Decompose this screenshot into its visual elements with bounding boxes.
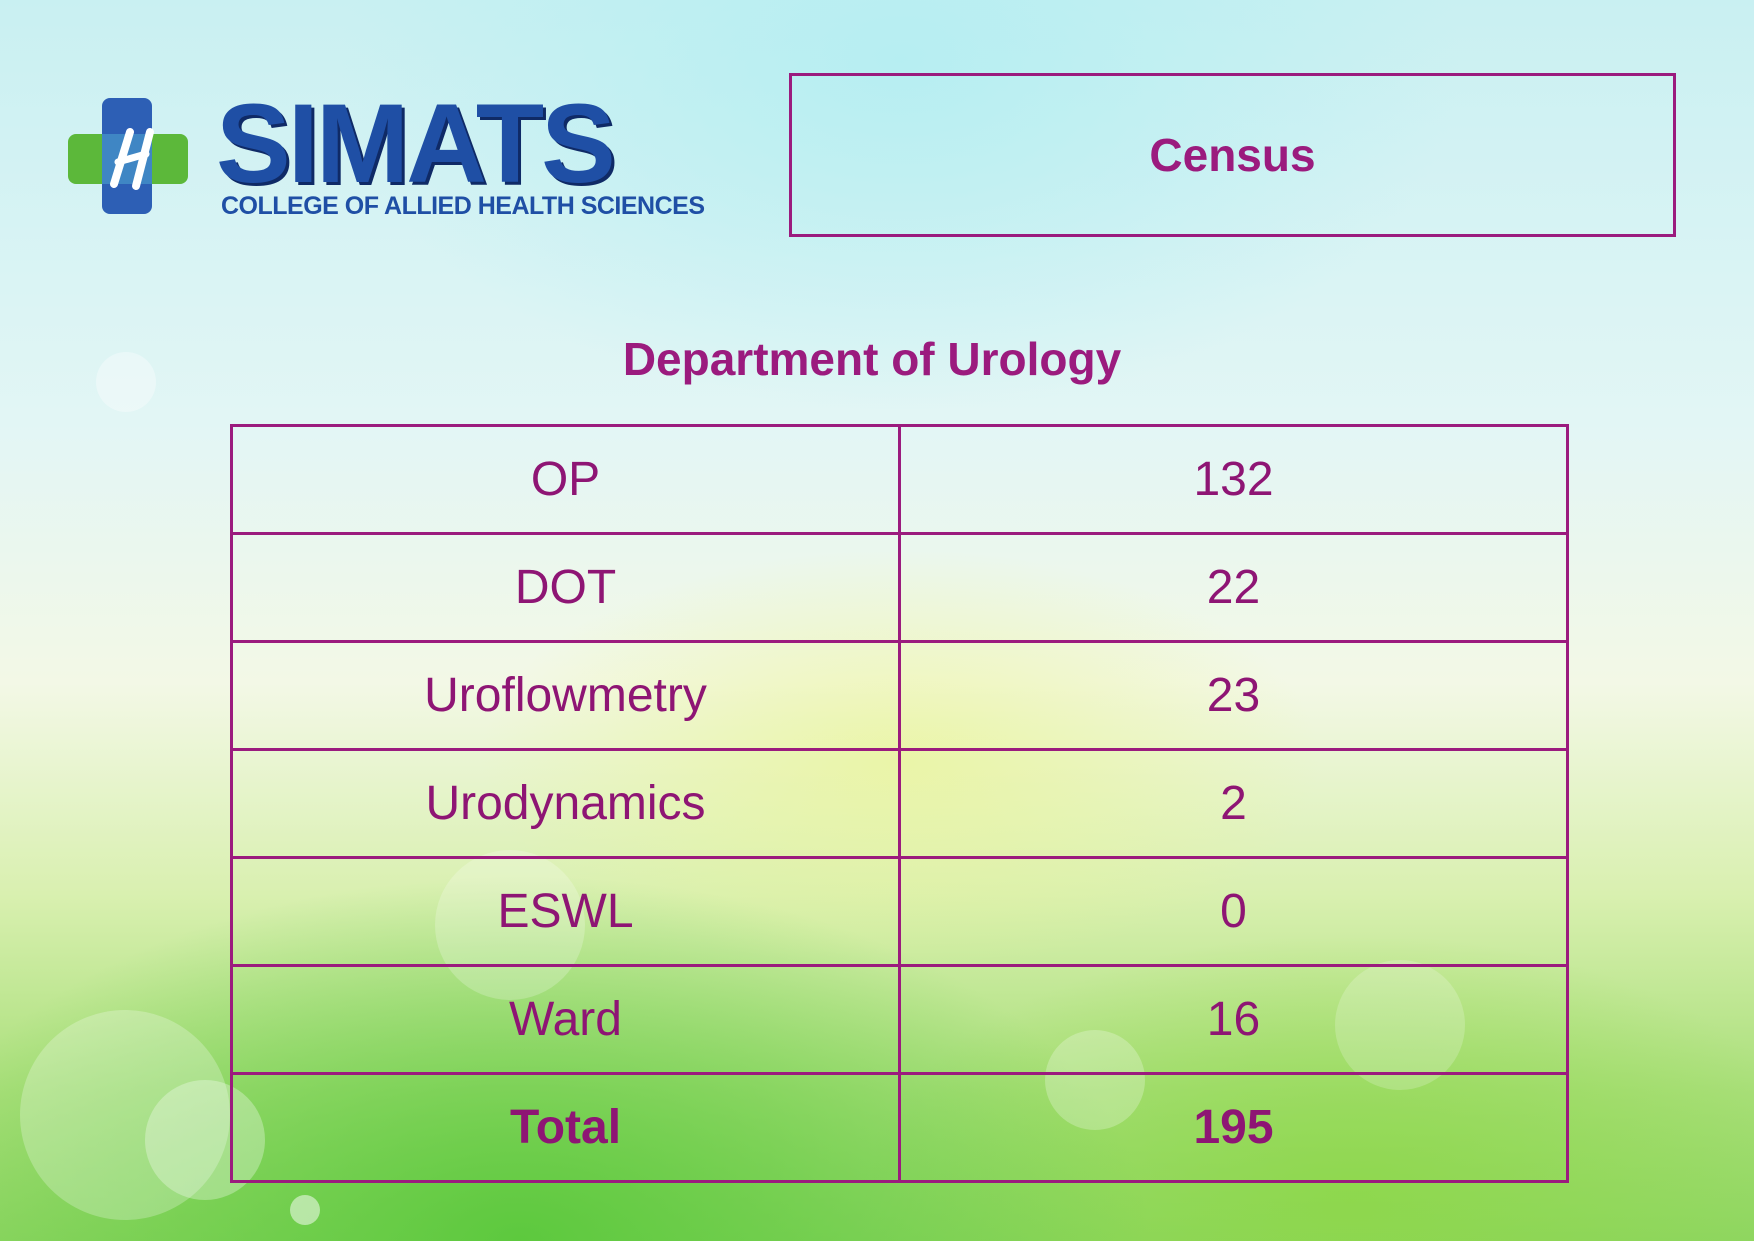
row-label: OP <box>230 424 901 535</box>
logo-wordmark: SIMATS <box>216 81 616 206</box>
department-title-text: Department of Urology <box>622 333 1122 385</box>
medical-cross-icon <box>68 98 188 214</box>
row-value: 22 <box>898 532 1569 643</box>
census-header-box: Census <box>789 73 1676 237</box>
table-row: DOT 22 <box>230 532 1569 643</box>
total-label: Total <box>230 1072 901 1183</box>
row-value: 23 <box>898 640 1569 751</box>
table-row: OP 132 <box>230 424 1569 535</box>
bokeh-circle <box>290 1195 320 1225</box>
total-value: 195 <box>898 1072 1569 1183</box>
census-title: Census <box>1149 129 1316 181</box>
row-label: Ward <box>230 964 901 1075</box>
department-title: Department of Urology <box>0 332 1754 386</box>
row-value: 2 <box>898 748 1569 859</box>
bokeh-circle <box>20 1010 230 1220</box>
simats-logo: SIMATS COLLEGE OF ALLIED HEALTH SCIENCES <box>66 88 736 222</box>
logo-subtitle: COLLEGE OF ALLIED HEALTH SCIENCES <box>221 192 705 220</box>
row-value: 132 <box>898 424 1569 535</box>
row-label: DOT <box>230 532 901 643</box>
row-value: 16 <box>898 964 1569 1075</box>
table-row: ESWL 0 <box>230 856 1569 967</box>
row-value: 0 <box>898 856 1569 967</box>
census-table: OP 132 DOT 22 Uroflowmetry 23 Urodynamic… <box>230 424 1569 1183</box>
row-label: Uroflowmetry <box>230 640 901 751</box>
table-row: Uroflowmetry 23 <box>230 640 1569 751</box>
row-label: Urodynamics <box>230 748 901 859</box>
row-label: ESWL <box>230 856 901 967</box>
table-row: Urodynamics 2 <box>230 748 1569 859</box>
bokeh-circle <box>96 352 156 412</box>
total-row: Total 195 <box>230 1072 1569 1183</box>
table-row: Ward 16 <box>230 964 1569 1075</box>
